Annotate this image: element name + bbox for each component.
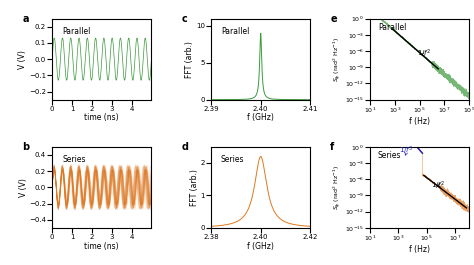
Y-axis label: $S_\phi$ (rad$^2$ Hz$^{-1}$): $S_\phi$ (rad$^2$ Hz$^{-1}$): [332, 165, 344, 210]
Text: Series: Series: [62, 155, 86, 164]
Y-axis label: FFT (arb.): FFT (arb.): [185, 41, 194, 78]
Y-axis label: V (V): V (V): [18, 178, 27, 197]
X-axis label: time (ns): time (ns): [84, 241, 119, 250]
Text: Series: Series: [221, 155, 245, 164]
Text: Parallel: Parallel: [221, 27, 249, 36]
Text: Parallel: Parallel: [62, 27, 91, 36]
Text: c: c: [181, 14, 187, 24]
X-axis label: f (Hz): f (Hz): [409, 245, 430, 254]
Text: $1/f^2$: $1/f^2$: [417, 48, 431, 60]
Y-axis label: V (V): V (V): [18, 50, 27, 69]
X-axis label: time (ns): time (ns): [84, 113, 119, 122]
Text: e: e: [330, 14, 337, 24]
Y-axis label: FFT (arb.): FFT (arb.): [190, 169, 199, 206]
X-axis label: f (GHz): f (GHz): [247, 241, 274, 250]
Text: f: f: [330, 142, 335, 152]
X-axis label: f (Hz): f (Hz): [409, 117, 430, 126]
Text: d: d: [181, 142, 188, 152]
Text: a: a: [22, 14, 29, 24]
Text: $1/f^2$: $1/f^2$: [431, 180, 446, 192]
Text: $1/f^3$: $1/f^3$: [400, 145, 414, 157]
Y-axis label: $S_\phi$ (rad$^2$ Hz$^{-1}$): $S_\phi$ (rad$^2$ Hz$^{-1}$): [332, 37, 344, 82]
Text: Parallel: Parallel: [378, 23, 406, 32]
X-axis label: f (GHz): f (GHz): [247, 113, 274, 122]
Text: Series: Series: [378, 151, 401, 160]
Text: b: b: [22, 142, 29, 152]
